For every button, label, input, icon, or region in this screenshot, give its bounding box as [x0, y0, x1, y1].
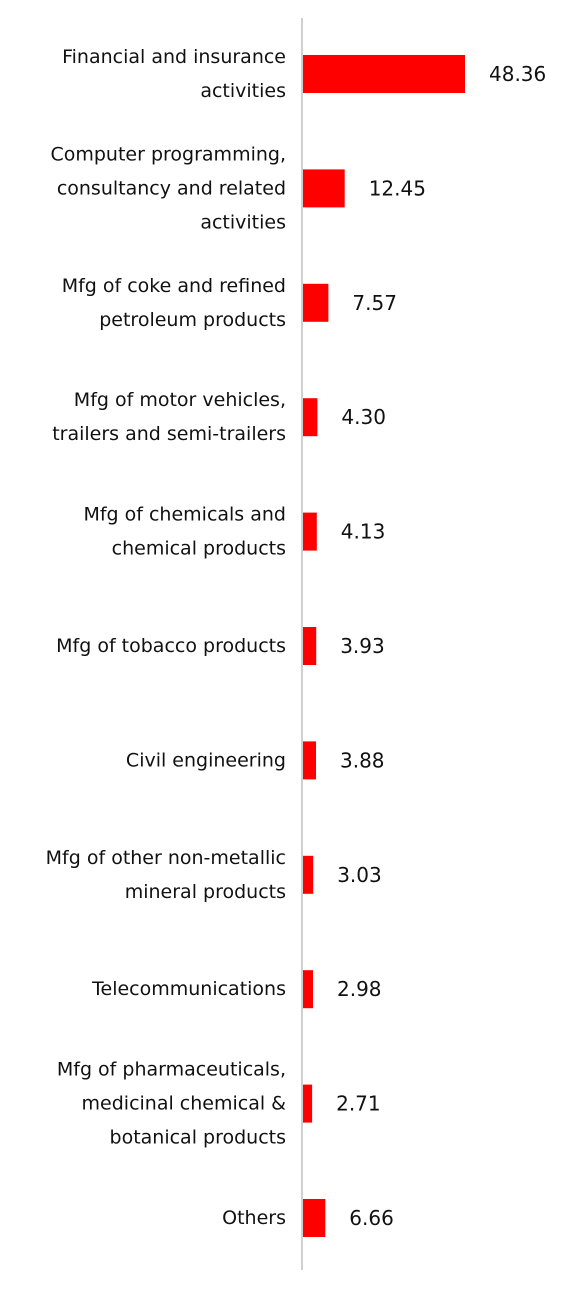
category-label-3: Mfg of motor vehicles, trailers and semi-…	[52, 389, 286, 445]
value-label-4: 4.13	[341, 520, 386, 544]
bar-10	[303, 1199, 326, 1237]
bar-8	[303, 970, 313, 1009]
category-label-4: Mfg of chemicals and chemical products	[83, 504, 286, 560]
value-label-3: 4.30	[341, 405, 386, 429]
value-label-5: 3.93	[340, 634, 385, 658]
bar-0	[303, 55, 465, 93]
value-label-10: 6.66	[349, 1206, 394, 1230]
value-label-6: 3.88	[340, 748, 385, 772]
bars-layer	[303, 55, 465, 1237]
bar-1	[303, 169, 345, 208]
category-label-10: Others	[222, 1207, 286, 1229]
category-label-1: Computer programming, consultancy and rel…	[50, 143, 286, 233]
category-label-9: Mfg of pharmaceuticals, medicinal chemica…	[57, 1059, 286, 1149]
value-label-1: 12.45	[369, 176, 426, 200]
value-label-7: 3.03	[337, 863, 382, 887]
category-label-5: Mfg of tobacco products	[56, 635, 286, 657]
bar-5	[303, 627, 317, 665]
bar-2	[303, 283, 329, 322]
bar-7	[303, 855, 314, 894]
value-label-0: 48.36	[489, 62, 546, 86]
value-label-9: 2.71	[336, 1092, 381, 1116]
bar-4	[303, 512, 317, 551]
category-labels-layer: Financial and insurance activities Compute…	[46, 46, 287, 1229]
bar-3	[303, 398, 318, 437]
value-label-8: 2.98	[337, 977, 382, 1001]
bar-9	[303, 1084, 313, 1123]
value-label-2: 7.57	[352, 291, 397, 315]
category-label-7: Mfg of other non-metallic mineral product…	[46, 847, 286, 903]
category-label-6: Civil engineering	[126, 749, 286, 771]
category-label-0: Financial and insurance activities	[62, 46, 286, 102]
category-label-8: Telecommunications	[91, 978, 286, 1000]
bar-6	[303, 741, 316, 780]
category-label-2: Mfg of coke and refined petroleum product…	[62, 275, 286, 331]
value-labels-layer: 48.36 12.45 7.57 4.30 4.13 3.93 3.88 3.03 2.98 2.…	[336, 62, 546, 1230]
